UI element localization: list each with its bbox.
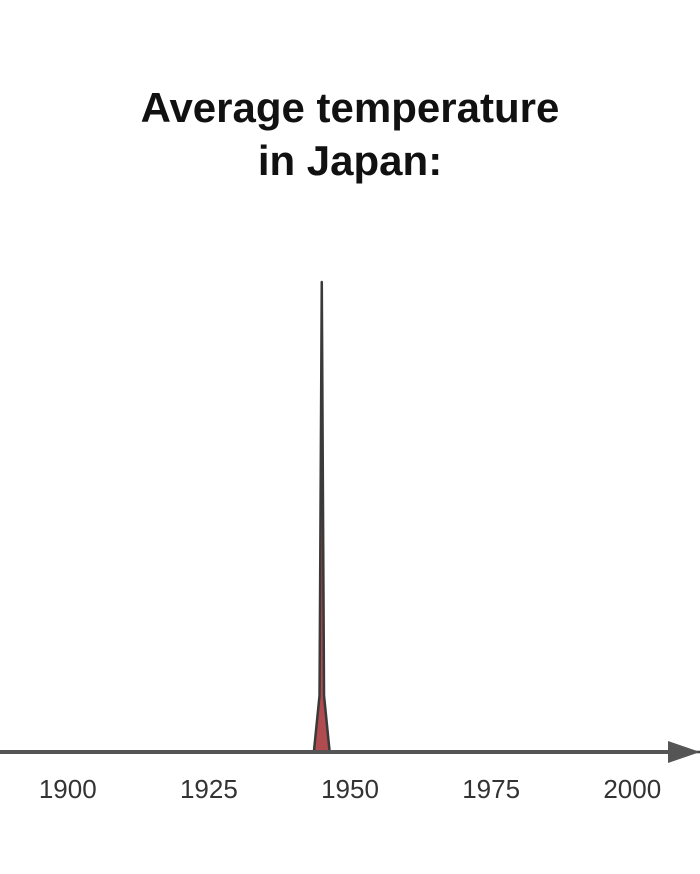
x-tick-label: 1950 (321, 774, 379, 804)
x-axis (0, 741, 700, 763)
x-tick-label: 2000 (603, 774, 661, 804)
x-tick-label: 1925 (180, 774, 238, 804)
chart-title: Average temperature in Japan: (0, 82, 700, 187)
x-tick-label: 1975 (462, 774, 520, 804)
x-axis-arrow-icon (668, 741, 700, 763)
chart-title-line-2: in Japan: (257, 136, 443, 184)
series-0-area (0, 280, 700, 754)
plot-area (0, 280, 700, 754)
x-tick-label: 1900 (39, 774, 97, 804)
chart-title-line-1: Average temperature (140, 84, 560, 131)
x-tick-labels: 1900 1925 1950 1975 2000 (39, 774, 661, 804)
